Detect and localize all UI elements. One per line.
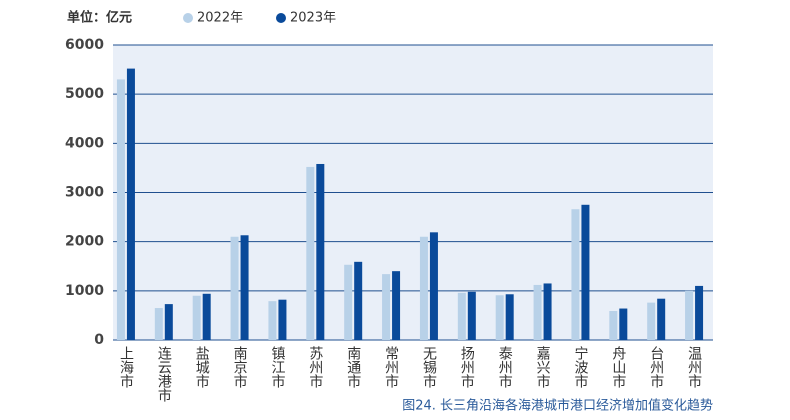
x-tick-label: 宁波市 [572, 345, 588, 388]
bar [268, 301, 277, 340]
bar [609, 310, 618, 340]
bar [278, 299, 287, 340]
y-tick-label: 1000 [65, 283, 104, 299]
caption: 图24. 长三角沿海各海港城市港口经济增加值变化趋势 [402, 398, 713, 414]
x-tick-label: 扬州市 [459, 346, 475, 388]
x-tick-label: 温州市 [686, 346, 702, 388]
bar [306, 166, 315, 340]
bar [230, 236, 239, 340]
bar [126, 68, 135, 340]
x-tick-label: 南通市 [345, 346, 361, 388]
legend-marker [276, 13, 286, 23]
bar [354, 261, 363, 340]
x-tick-label: 舟山市 [610, 346, 626, 388]
y-tick-label: 4000 [65, 135, 104, 151]
bar [316, 163, 325, 340]
x-tick-label: 嘉兴市 [535, 346, 551, 388]
bar [344, 264, 353, 340]
bar [240, 235, 249, 340]
x-tick-label: 南京市 [232, 346, 248, 388]
x-tick-label: 常州市 [383, 346, 399, 388]
x-tick-label: 镇江市 [269, 346, 285, 388]
legend-marker [183, 13, 193, 23]
y-tick-label: 5000 [65, 86, 104, 102]
bar [657, 298, 666, 340]
bar [543, 283, 552, 340]
x-tick-label: 盐城市 [194, 346, 210, 388]
legend-label: 2022年 [197, 11, 243, 26]
x-tick-label: 泰州市 [497, 346, 513, 388]
bar [695, 285, 704, 340]
y-tick-label: 3000 [65, 185, 104, 201]
bar [533, 284, 542, 340]
x-tick-label: 连云港市 [156, 346, 172, 402]
bar [392, 271, 401, 340]
bar [571, 209, 580, 340]
bar [647, 302, 656, 340]
x-tick-label: 台州市 [648, 346, 664, 388]
x-tick-label: 无锡市 [421, 346, 437, 388]
bar [457, 292, 466, 340]
bar [429, 232, 438, 340]
legend-label: 2023年 [290, 11, 336, 26]
y-tick-label: 0 [94, 332, 104, 348]
bar [154, 308, 163, 340]
bar [202, 293, 211, 340]
bar [164, 304, 173, 340]
y-tick-label: 2000 [65, 234, 104, 250]
bar [382, 274, 391, 340]
bar [116, 79, 125, 341]
bar [581, 204, 590, 340]
y-tick-label: 6000 [65, 37, 104, 53]
bar [419, 236, 428, 340]
bar [685, 290, 694, 340]
bar [192, 295, 201, 340]
bar [619, 308, 628, 340]
x-tick-label: 上海市 [118, 346, 134, 388]
x-tick-label: 苏州市 [307, 346, 323, 388]
bar [495, 295, 504, 340]
bar [505, 294, 514, 340]
unit-label: 单位：亿元 [67, 10, 132, 26]
bar [467, 291, 476, 340]
